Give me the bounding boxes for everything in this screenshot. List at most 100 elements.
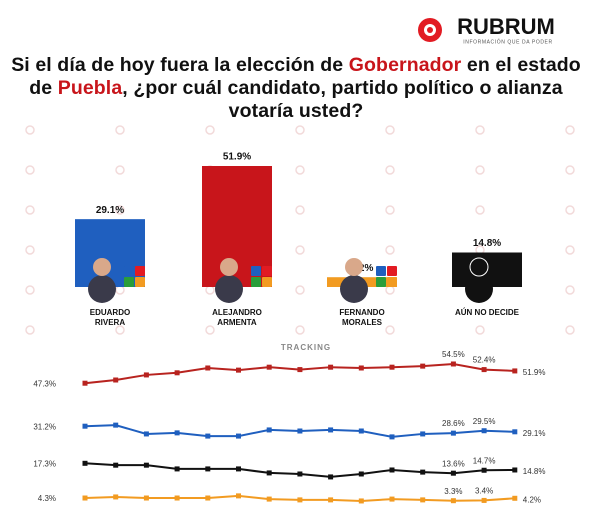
value-label: 51.9% (523, 368, 546, 377)
title-part: Gobernador (348, 54, 462, 76)
marker (420, 497, 426, 503)
marker (481, 497, 487, 503)
marker (113, 494, 119, 500)
watermark (565, 165, 575, 175)
watermark (115, 125, 125, 135)
marker (266, 496, 272, 502)
bar (75, 219, 145, 287)
marker (389, 496, 395, 502)
value-label: 14.8% (523, 467, 546, 476)
watermark (475, 325, 485, 335)
marker (450, 430, 456, 436)
value-label: 4.3% (38, 494, 56, 503)
photo-body (340, 275, 368, 303)
party-logo (135, 277, 145, 287)
marker (512, 495, 518, 501)
marker (420, 431, 426, 437)
value-label: 52.4% (473, 356, 496, 365)
watermark (565, 245, 575, 255)
photo-body (465, 275, 493, 303)
title-part: , ¿por cuál candidato, partido político … (122, 77, 563, 122)
watermark (385, 205, 395, 215)
watermark (565, 205, 575, 215)
marker (82, 380, 88, 386)
watermark (475, 205, 485, 215)
value-label: 54.5% (442, 350, 465, 359)
marker (174, 430, 180, 436)
party-logo (124, 266, 134, 276)
logo-dot (427, 27, 433, 33)
marker (236, 466, 241, 472)
party-logo (376, 277, 386, 287)
marker (328, 427, 334, 433)
marker (512, 429, 518, 435)
marker (450, 498, 456, 504)
marker (328, 474, 334, 480)
value-label: 47.3% (33, 379, 56, 388)
marker (82, 495, 88, 501)
party-logo (262, 277, 272, 287)
marker (113, 462, 119, 468)
value-label: 31.2% (33, 422, 56, 431)
marker (389, 467, 395, 473)
watermark (25, 125, 35, 135)
marker (420, 363, 426, 369)
marker (82, 460, 88, 466)
marker (205, 365, 211, 371)
marker (328, 497, 334, 503)
marker (512, 467, 518, 473)
marker (143, 372, 149, 378)
marker (174, 466, 180, 472)
title-part: Si el día de hoy fuera la elección de (11, 54, 349, 76)
marker (266, 427, 272, 433)
watermark (115, 165, 125, 175)
value-label: 51.9% (223, 152, 251, 163)
party-logo (262, 266, 272, 276)
marker (174, 370, 180, 376)
watermark (115, 285, 125, 295)
candidate-photo (88, 258, 116, 303)
watermark (475, 125, 485, 135)
category-label: EDUARDO RIVERA (89, 308, 131, 327)
chart-title: Si el día de hoy fuera la elección de Go… (8, 54, 584, 123)
marker (113, 422, 119, 428)
marker (358, 471, 364, 477)
watermark (475, 165, 485, 175)
marker (512, 368, 518, 374)
logo-name: RUBRUM (457, 14, 555, 39)
marker (450, 361, 456, 367)
marker (328, 364, 334, 370)
photo-head (469, 257, 489, 277)
photo-body (88, 275, 116, 303)
candidate-photo (215, 258, 243, 303)
category-label: FERNANDO MORALES (339, 308, 385, 327)
logo-tagline: INFORMACIÓN QUE DA PODER (463, 38, 552, 45)
watermark (25, 205, 35, 215)
value-label: 4.2% (523, 495, 541, 504)
marker (266, 470, 272, 476)
watermark (295, 285, 305, 295)
watermark (115, 325, 125, 335)
marker (481, 367, 487, 373)
value-label: 17.3% (33, 459, 56, 468)
watermark (25, 165, 35, 175)
marker (297, 471, 303, 477)
watermark (385, 325, 395, 335)
watermark (25, 325, 35, 335)
marker (297, 428, 303, 434)
watermark (205, 325, 215, 335)
category-label: AÚN NO DECIDE (454, 308, 519, 317)
party-logo (251, 277, 261, 287)
watermark (385, 285, 395, 295)
marker (205, 466, 211, 472)
party-logo (387, 266, 397, 276)
marker (358, 428, 364, 434)
photo-head (93, 258, 111, 276)
marker (205, 495, 211, 501)
watermark (295, 245, 305, 255)
title-part: Puebla (57, 77, 123, 99)
value-label: 28.6% (442, 419, 465, 428)
watermark (295, 205, 305, 215)
marker (236, 433, 241, 439)
